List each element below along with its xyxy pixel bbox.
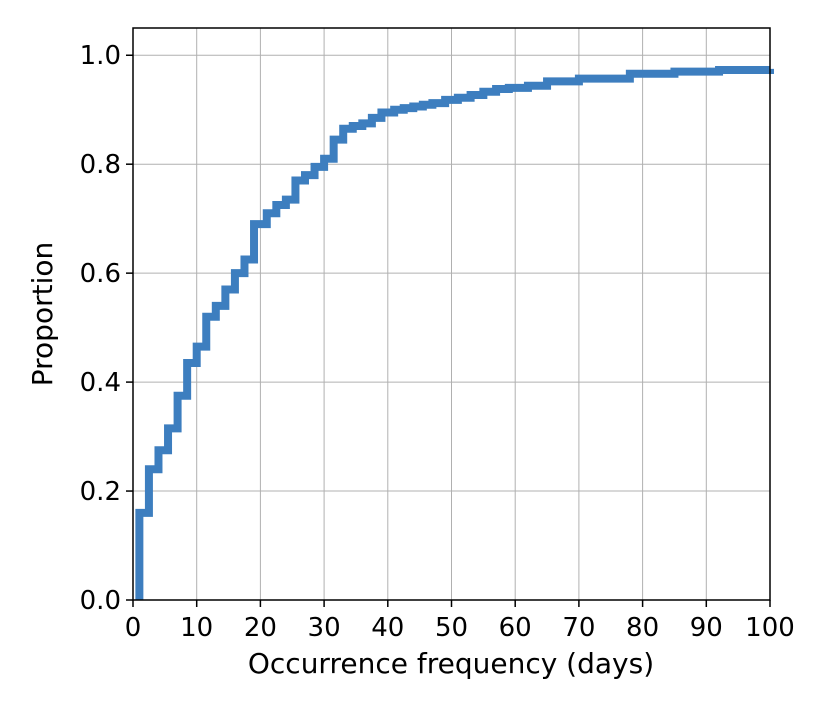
x-tick-label: 90 xyxy=(690,613,723,643)
x-tick-label: 60 xyxy=(499,613,532,643)
y-tick-label: 0.4 xyxy=(80,368,121,398)
y-tick-label: 0.8 xyxy=(80,150,121,180)
x-tick-label: 20 xyxy=(244,613,277,643)
x-axis-label: Occurrence frequency (days) xyxy=(248,647,654,680)
y-tick-label: 0.2 xyxy=(80,477,121,507)
y-axis-ticks: 0.0 0.2 0.4 0.6 0.8 1.0 xyxy=(80,41,133,616)
x-tick-label: 100 xyxy=(745,613,795,643)
x-tick-label: 70 xyxy=(562,613,595,643)
y-tick-label: 0.6 xyxy=(80,259,121,289)
y-axis-label: Proportion xyxy=(26,242,59,386)
x-tick-label: 30 xyxy=(308,613,341,643)
x-tick-label: 80 xyxy=(626,613,659,643)
y-tick-label: 0.0 xyxy=(80,586,121,616)
ecdf-step-line-0 xyxy=(135,65,774,600)
x-axis-ticks: 0 10 20 30 40 50 60 70 80 90 100 xyxy=(125,600,795,643)
x-tick-label: 0 xyxy=(125,613,142,643)
x-gridlines xyxy=(132,28,771,600)
series-layer xyxy=(135,65,774,600)
x-tick-label: 10 xyxy=(180,613,213,643)
x-tick-label: 50 xyxy=(435,613,468,643)
x-tick-label: 40 xyxy=(371,613,404,643)
y-tick-label: 1.0 xyxy=(80,41,121,71)
